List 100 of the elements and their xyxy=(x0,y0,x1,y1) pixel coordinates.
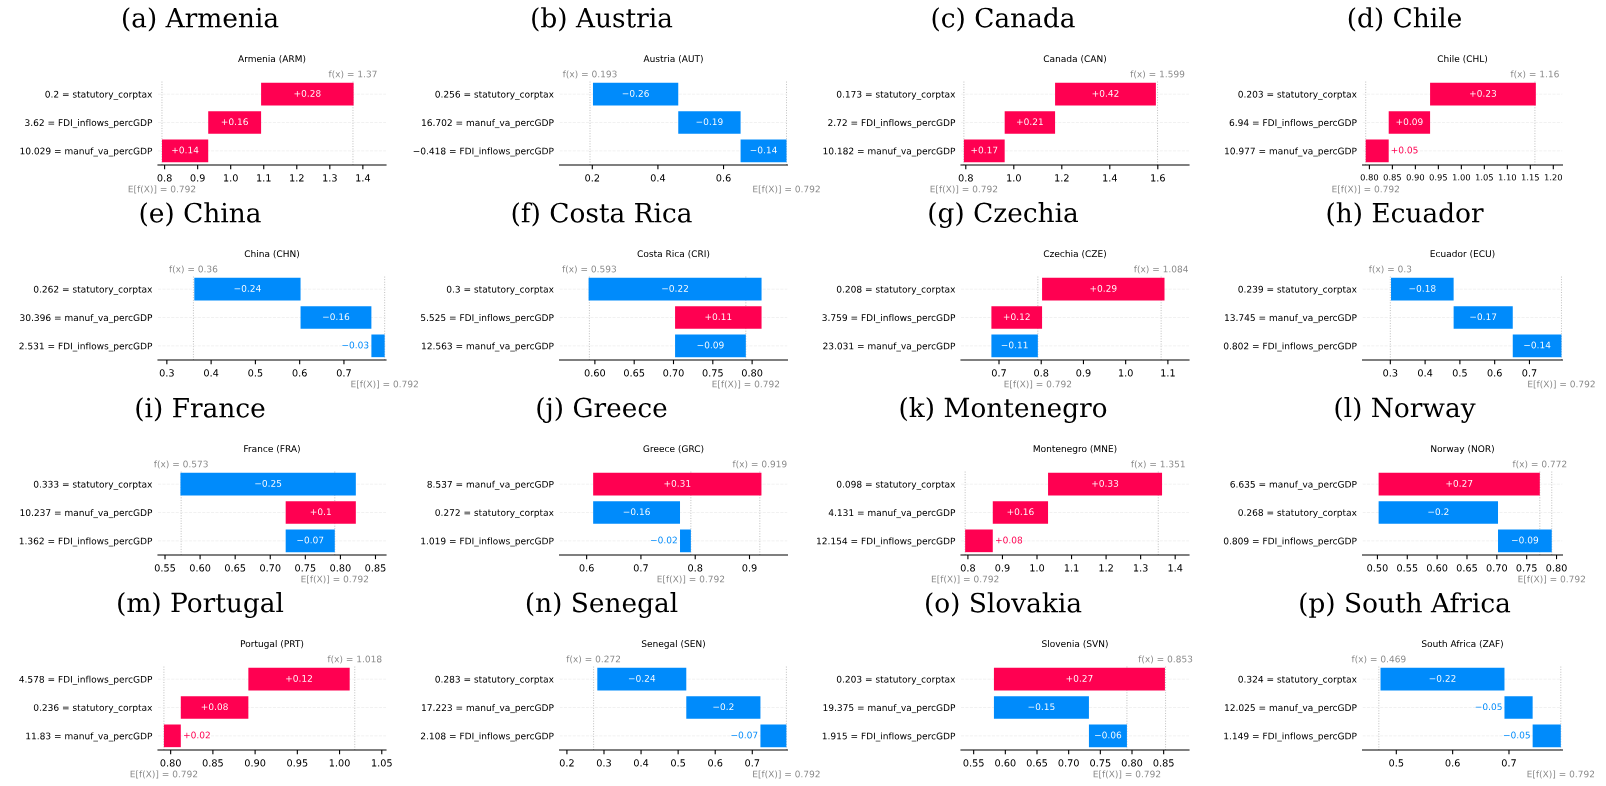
data-label: +0.16 xyxy=(1007,508,1034,516)
data-label: +0.27 xyxy=(1446,479,1473,487)
bar xyxy=(991,306,1043,329)
data-label: −0.19 xyxy=(696,118,723,126)
chart-title: (m) Portugal xyxy=(118,592,284,618)
x-tick-label: 0.5 xyxy=(1452,369,1467,377)
bar xyxy=(965,529,993,553)
y-tick-label: 0.256 = statutory_corptax xyxy=(435,90,554,100)
x-tick-label: 0.7 xyxy=(991,369,1006,377)
data-label: −0.07 xyxy=(731,731,758,739)
x-tick-label: 0.4 xyxy=(650,174,666,182)
y-tick-label: 10.182 = manuf_va_percGDP xyxy=(823,147,956,157)
chart-subtitle: Czechia (CZE) xyxy=(1043,250,1106,259)
x-tick-label: 0.75 xyxy=(1516,564,1537,572)
x-tick-label: 1.0 xyxy=(224,174,238,182)
data-label: +0.42 xyxy=(1092,89,1119,97)
x-tick-label: 0.90 xyxy=(244,759,266,767)
x-tick-label: 0.6 xyxy=(1487,369,1502,377)
x-tick-label: 0.70 xyxy=(1058,759,1079,767)
x-tick-label: 0.3 xyxy=(159,369,174,377)
bar xyxy=(597,667,687,691)
ref-line-label: f(x) = 0.3 xyxy=(1368,265,1412,274)
data-label: −0.05 xyxy=(1503,731,1530,739)
y-tick-label: 3.759 = FDI_inflows_percGDP xyxy=(822,314,956,324)
bar xyxy=(678,111,741,134)
y-tick-label: 0.262 = statutory_corptax xyxy=(33,285,153,295)
x-tick-label: 0.5 xyxy=(248,369,263,377)
x-tick-label: 1.00 xyxy=(1452,174,1471,181)
ref-line-label: E[f(X)] = 0.792 xyxy=(128,185,196,194)
x-tick-label: 1.10 xyxy=(1498,174,1517,181)
chart-title: (e) China xyxy=(140,202,261,227)
bar xyxy=(963,139,1005,163)
data-label: +0.08 xyxy=(201,703,228,711)
data-label: +0.05 xyxy=(1391,146,1418,154)
x-tick-label: 0.80 xyxy=(1360,174,1379,181)
y-tick-label: 0.324 = statutory_corptax xyxy=(1238,675,1357,685)
bar xyxy=(161,139,209,163)
chart-subtitle: Costa Rica (CRI) xyxy=(637,250,710,259)
x-tick-label: 1.4 xyxy=(1103,174,1117,182)
y-tick-label: 1.362 = FDI_inflows_percGDP xyxy=(19,537,153,547)
y-tick-label: 1.149 = FDI_inflows_percGDP xyxy=(1224,732,1357,742)
chart-subtitle: Chile (CHL) xyxy=(1437,55,1488,64)
x-tick-label: 0.70 xyxy=(1486,564,1508,572)
bar xyxy=(1088,724,1127,748)
data-label: +0.11 xyxy=(705,313,732,321)
y-tick-label: 1.915 = FDI_inflows_percGDP xyxy=(822,732,956,742)
y-tick-label: 5.525 = FDI_inflows_percGDP xyxy=(420,314,554,324)
x-tick-label: 0.7 xyxy=(336,369,351,377)
y-tick-label: 11.83 = manuf_va_percGDP xyxy=(26,732,153,742)
data-label: +0.14 xyxy=(172,146,199,154)
chart-title: (k) Montenegro xyxy=(900,397,1107,423)
y-tick-label: 4.131 = manuf_va_percGDP xyxy=(828,509,956,519)
ref-line-label: f(x) = 0.853 xyxy=(1138,655,1193,664)
data-label: −0.22 xyxy=(662,284,688,292)
y-tick-label: 0.802 = FDI_inflows_percGDP xyxy=(1223,342,1357,352)
chart-title: (l) Norway xyxy=(1335,397,1476,423)
data-label: +0.02 xyxy=(184,731,210,739)
chart-subtitle: Ecuador (ECU) xyxy=(1430,250,1495,259)
y-tick-label: 0.208 = statutory_corptax xyxy=(836,285,956,295)
bar xyxy=(1048,472,1163,496)
y-tick-label: 0.333 = statutory_corptax xyxy=(33,480,153,490)
chart-title: (o) Slovakia xyxy=(926,592,1082,617)
bar xyxy=(371,334,385,358)
y-tick-label: 30.396 = manuf_va_percGDP xyxy=(20,314,153,324)
x-tick-label: 0.55 xyxy=(963,759,984,767)
ref-line-label: E[f(X)] = 0.792 xyxy=(930,185,998,194)
ref-line-label: f(x) = 1.084 xyxy=(1133,265,1188,274)
bar xyxy=(180,696,249,719)
y-tick-label: 10.029 = manuf_va_percGDP xyxy=(20,147,153,157)
bar xyxy=(1055,82,1156,106)
x-tick-label: 1.0 xyxy=(1007,174,1021,182)
bar xyxy=(680,529,691,553)
data-label: −0.24 xyxy=(628,674,656,682)
x-tick-label: 0.80 xyxy=(160,759,181,767)
y-tick-label: 0.203 = statutory_corptax xyxy=(1238,90,1357,100)
x-tick-label: 0.70 xyxy=(260,564,281,572)
y-tick-label: 2.72 = FDI_inflows_percGDP xyxy=(828,119,956,129)
x-tick-label: 1.20 xyxy=(1544,174,1563,181)
y-tick-label: 0.268 = statutory_corptax xyxy=(1238,509,1357,518)
y-tick-label: 4.578 = FDI_inflows_percGDP xyxy=(19,675,153,685)
x-tick-label: 1.4 xyxy=(1168,564,1183,572)
ref-line-label: E[f(X)] = 0.792 xyxy=(351,380,418,389)
y-tick-label: 12.563 = manuf_va_percGDP xyxy=(422,342,554,352)
x-tick-label: 0.90 xyxy=(1406,174,1425,181)
y-tick-label: 0.236 = statutory_corptax xyxy=(33,704,153,713)
data-label: −0.26 xyxy=(622,89,649,97)
y-tick-label: 10.237 = manuf_va_percGDP xyxy=(20,509,153,519)
y-tick-label: 0.203 = statutory_corptax xyxy=(836,675,956,685)
ref-line-label: f(x) = 1.018 xyxy=(327,655,382,664)
y-tick-label: 16.702 = manuf_va_percGDP xyxy=(422,119,554,129)
x-tick-label: 1.2 xyxy=(1055,174,1069,182)
x-tick-label: 1.4 xyxy=(356,174,371,182)
chart-subtitle: Portugal (PRT) xyxy=(240,640,304,649)
x-tick-label: 0.6 xyxy=(292,369,307,377)
x-tick-label: 0.2 xyxy=(585,174,600,182)
bar xyxy=(1378,472,1540,496)
ref-line-label: f(x) = 1.599 xyxy=(1130,70,1185,79)
x-tick-label: 1.05 xyxy=(372,759,392,767)
x-tick-label: 0.65 xyxy=(224,564,246,572)
x-tick-label: 1.0 xyxy=(1030,564,1045,572)
